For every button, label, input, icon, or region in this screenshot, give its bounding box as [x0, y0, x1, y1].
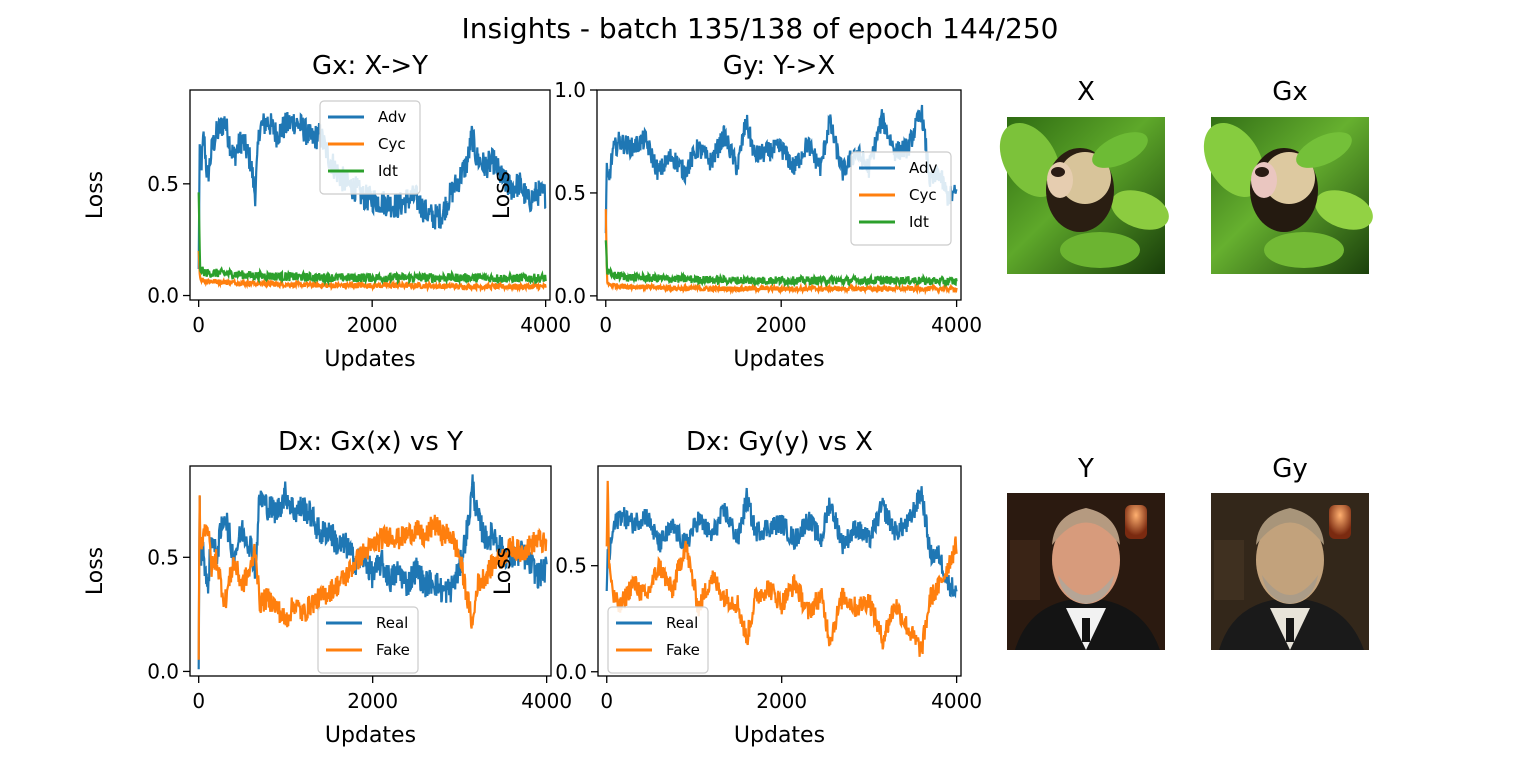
legend-label-cyc: Cyc	[909, 186, 937, 204]
image-title-x: X	[1077, 77, 1095, 107]
x-tick-label: 2000	[347, 313, 398, 337]
image-panel-gy: Gy	[1211, 454, 1369, 650]
y-tick-label: 0.5	[147, 172, 179, 196]
axes-layer: Gx: X->Y 0 2000 4000 0.0 0.5 Updates Loss Adv Cyc…	[83, 51, 982, 748]
series-line-cyc	[197, 250, 547, 293]
y-axis-label: Loss	[83, 547, 108, 595]
legend-label-fake: Fake	[666, 641, 700, 659]
chart-title: Dx: Gy(y) vs X	[686, 427, 873, 457]
image-panel-y: Y	[1007, 454, 1165, 650]
y-tick-label: 0.0	[554, 284, 586, 308]
series-line-idt	[604, 240, 958, 289]
monkey-image-gx	[1203, 117, 1373, 274]
x-tick-label: 2000	[756, 689, 807, 713]
image-title-gy: Gy	[1272, 454, 1308, 484]
plot-frame	[596, 89, 962, 301]
series-line-cyc	[604, 209, 958, 296]
series-line-idt	[197, 192, 547, 287]
y-tick-label: 1.0	[554, 78, 586, 102]
monkey-image-x	[999, 117, 1169, 274]
figure-title: Insights - batch 135/138 of epoch 144/25…	[462, 12, 1059, 45]
x-tick-label: 4000	[931, 313, 982, 337]
chart-title: Gx: X->Y	[312, 51, 428, 81]
legend-label-idt: Idt	[909, 213, 929, 231]
y-tick-label: 0.5	[147, 545, 179, 569]
image-panel-gx: Gx	[1203, 77, 1373, 274]
portrait-image-gy	[1211, 493, 1369, 650]
image-title-gx: Gx	[1272, 77, 1308, 107]
y-axis-label: Loss	[491, 547, 516, 595]
chart-axes-3: Dx: Gy(y) vs X 0 2000 4000 0.0 0.5 Updates Loss…	[491, 427, 982, 748]
y-tick-label: 0.0	[147, 284, 179, 308]
chart-axes-0: Gx: X->Y 0 2000 4000 0.0 0.5 Updates Loss Adv Cyc…	[83, 51, 571, 372]
x-tick-label: 0	[599, 313, 612, 337]
legend: Real Fake	[317, 606, 419, 674]
x-axis-label: Updates	[325, 723, 416, 748]
image-panel-x: X	[999, 77, 1169, 274]
series-line-real	[605, 486, 958, 599]
x-tick-label: 4000	[520, 313, 571, 337]
y-axis-label: Loss	[490, 171, 515, 219]
x-tick-label: 0	[192, 313, 205, 337]
y-tick-label: 0.5	[554, 181, 586, 205]
chart-title: Dx: Gx(x) vs Y	[278, 427, 463, 457]
legend-label-fake: Fake	[376, 641, 410, 659]
x-axis-label: Updates	[324, 347, 415, 372]
y-tick-label: 0.5	[555, 554, 587, 578]
plot-frame	[597, 465, 962, 677]
legend-label-adv: Adv	[378, 108, 407, 126]
legend-label-adv: Adv	[909, 159, 938, 177]
plot-frame	[189, 465, 552, 677]
x-tick-label: 4000	[521, 689, 572, 713]
y-axis-label: Loss	[83, 171, 108, 219]
legend-label-real: Real	[666, 614, 698, 632]
x-tick-label: 2000	[756, 313, 807, 337]
x-tick-label: 4000	[931, 689, 982, 713]
legend: Adv Cyc Idt	[319, 100, 421, 195]
x-axis-label: Updates	[733, 347, 824, 372]
plot-frame	[189, 89, 551, 301]
y-tick-label: 0.0	[147, 659, 179, 683]
image-title-y: Y	[1077, 454, 1094, 484]
chart-title: Gy: Y->X	[723, 51, 835, 81]
legend: Real Fake	[607, 606, 709, 674]
legend-label-idt: Idt	[378, 162, 398, 180]
series-line-fake	[605, 480, 958, 657]
portrait-image-y	[1007, 493, 1165, 650]
x-axis-label: Updates	[734, 723, 825, 748]
x-tick-label: 0	[600, 689, 613, 713]
legend-label-real: Real	[376, 614, 408, 632]
y-tick-label: 0.0	[555, 660, 587, 684]
chart-axes-1: Gy: Y->X 0 2000 4000 0.0 0.5 1.0 Updates Loss Adv…	[490, 51, 982, 372]
series-line-fake	[197, 495, 548, 660]
legend: Adv Cyc Idt	[850, 151, 952, 246]
legend-label-cyc: Cyc	[378, 135, 406, 153]
series-line-real	[197, 474, 548, 670]
chart-axes-2: Dx: Gx(x) vs Y 0 2000 4000 0.0 0.5 Updates Loss…	[83, 427, 572, 748]
x-tick-label: 2000	[347, 689, 398, 713]
x-tick-label: 0	[192, 689, 205, 713]
series-line-adv	[604, 104, 958, 234]
